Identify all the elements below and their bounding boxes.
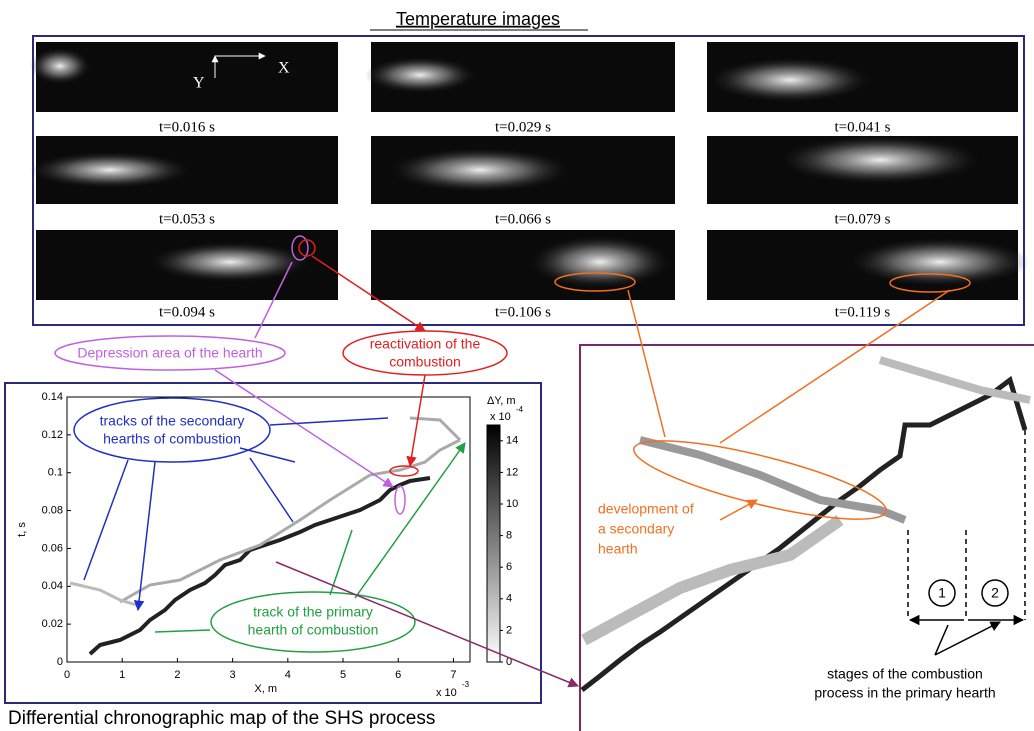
ellipse: [628, 425, 892, 534]
image-label: t=0.106 s: [495, 304, 551, 320]
colorbar-label: ΔY, m: [487, 395, 516, 407]
x-tick-label: 3: [230, 669, 236, 681]
stage-number: 1: [938, 585, 946, 601]
y-tick-label: 0: [57, 656, 63, 668]
colorbar-tick-label: 10: [506, 498, 518, 510]
y-tick-label: 0.06: [42, 542, 63, 554]
image-label: t=0.094 s: [159, 304, 215, 320]
x-tick-label: 6: [395, 669, 401, 681]
hot-zone: [30, 152, 190, 188]
colorbar-tick-label: 2: [506, 624, 512, 636]
hot-zone: [365, 57, 475, 93]
x-tick-label: 1: [119, 669, 125, 681]
x-axis-label: X, m: [254, 683, 277, 695]
hot-zone: [850, 238, 1030, 286]
annotation: process in the primary hearth: [814, 685, 995, 701]
y-tick-label: 0.1: [48, 467, 63, 479]
y-tick-label: 0.08: [42, 504, 63, 516]
annotation: development of: [598, 501, 694, 517]
x-tick-label: 5: [340, 669, 346, 681]
hot-zone: [30, 48, 90, 84]
x-multiplier: x 10: [436, 687, 457, 699]
arrow: [935, 622, 1000, 655]
colorbar: [487, 425, 500, 662]
y-tick-label: 0.02: [42, 618, 63, 630]
colorbar-tick-label: 6: [506, 561, 512, 573]
y-axis-label: t, s: [16, 522, 28, 537]
caption: Differential chronographic map of the SH…: [8, 708, 435, 729]
annotation: combustion: [389, 354, 461, 370]
image-label: t=0.066 s: [495, 211, 551, 227]
stage-number: 2: [991, 585, 999, 601]
hot-zone: [710, 58, 870, 102]
annotation: a secondary: [598, 521, 674, 537]
colorbar-multiplier: x 10: [490, 411, 511, 423]
y-tick-label: 0.12: [42, 429, 63, 441]
colorbar-tick-label: 14: [506, 435, 518, 447]
annotation: stages of the combustion: [827, 666, 983, 682]
image-label: t=0.053 s: [159, 211, 215, 227]
annotation: hearth: [598, 541, 638, 557]
image-label: t=0.119 s: [835, 304, 891, 320]
image-label: t=0.029 s: [495, 119, 551, 135]
colorbar-tick-label: 4: [506, 593, 512, 605]
title: Temperature images: [396, 9, 560, 29]
x-exponent: -3: [462, 680, 470, 689]
axis-y: Y: [193, 75, 205, 92]
hot-zone: [390, 148, 570, 192]
hot-zone: [530, 236, 670, 288]
axis-x: X: [278, 60, 290, 77]
x-tick-label: 0: [64, 669, 70, 681]
colorbar-exponent: -4: [516, 405, 524, 414]
y-tick-label: 0.14: [42, 391, 63, 403]
annotation: hearth of combustion: [248, 622, 379, 638]
annotation: track of the primary: [253, 604, 373, 620]
annotation: Depression area of the hearth: [77, 345, 262, 361]
y-tick-label: 0.04: [42, 580, 63, 592]
colorbar-tick-label: 8: [506, 530, 512, 542]
secondary-track: [584, 520, 840, 640]
x-tick-label: 2: [174, 669, 180, 681]
images: t=0.016 s t=0.029 s t=0.041 s t=0.053 s t=0.…: [30, 42, 1030, 320]
image-label: t=0.079 s: [835, 211, 891, 227]
hot-zone: [780, 136, 980, 184]
image-label: t=0.041 s: [835, 119, 891, 135]
x-tick-label: 4: [285, 669, 291, 681]
colorbar-tick-label: 12: [506, 466, 518, 478]
image-label: t=0.016 s: [159, 119, 215, 135]
annotation: reactivation of the: [370, 336, 481, 352]
x-tick-label: 7: [450, 669, 456, 681]
figure: Temperature images t=0.016 st=0.029 st=0…: [0, 0, 1034, 731]
annotation: tracks of the secondary: [100, 413, 245, 429]
annotation: hearths of combustion: [103, 431, 241, 447]
